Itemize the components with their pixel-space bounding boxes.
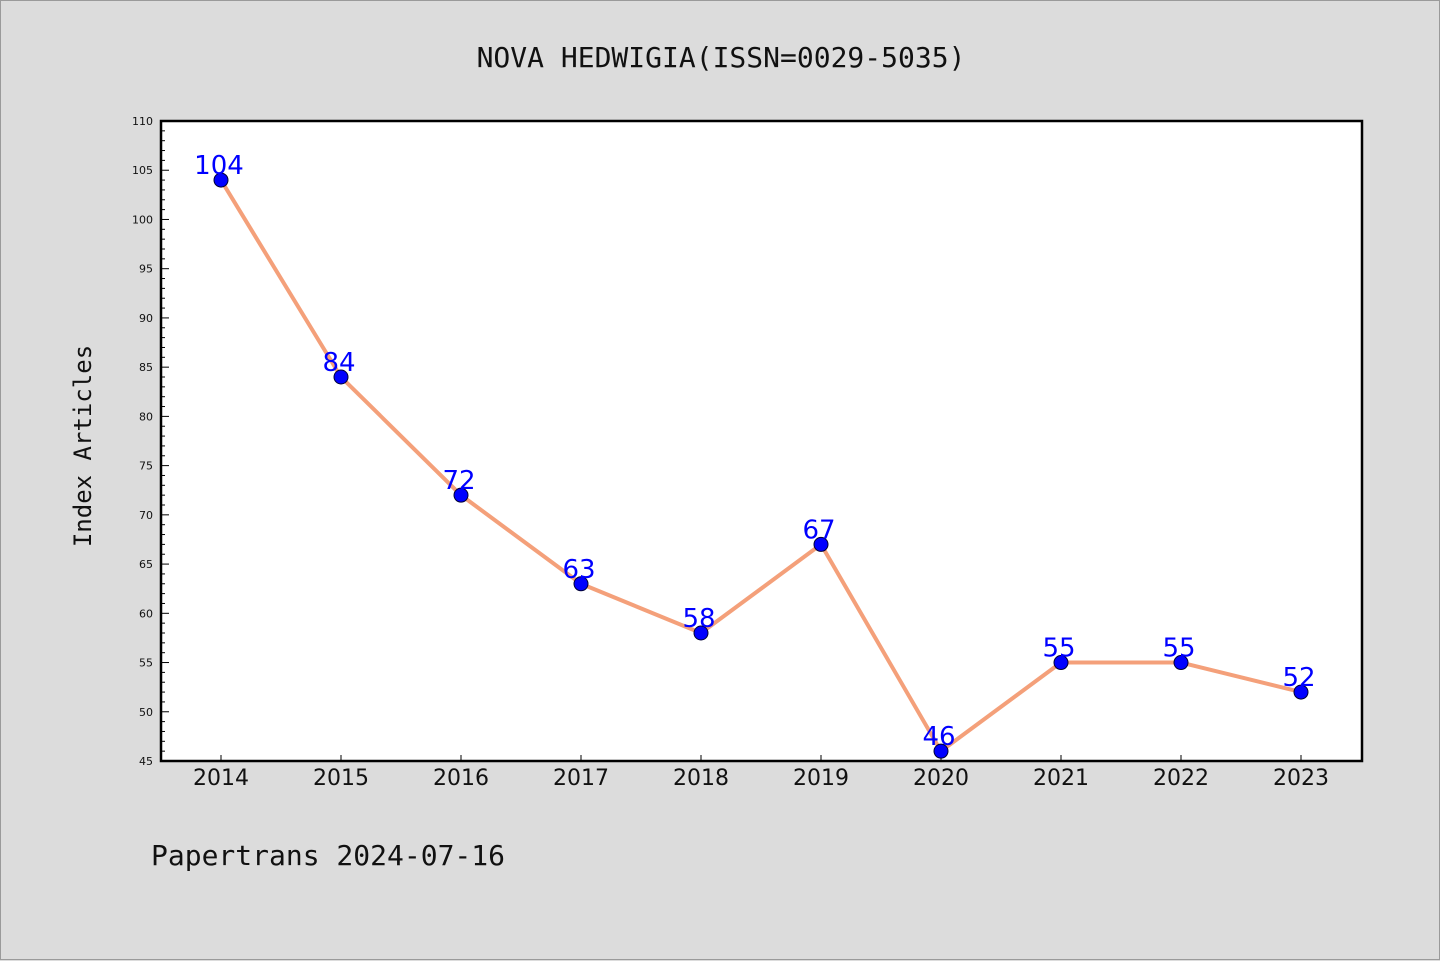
series-line — [219, 179, 1302, 754]
x-tick-label: 2022 — [1153, 766, 1209, 791]
x-tick-label: 2014 — [193, 766, 249, 791]
data-label: 55 — [1042, 634, 1075, 664]
data-label: 72 — [442, 466, 475, 496]
y-tick-label: 105 — [132, 164, 153, 177]
y-tick-label: 65 — [139, 558, 153, 571]
x-axis: 2014 2015 2016 2017 2018 2019 2020 2021 2022 2023 — [193, 755, 1329, 791]
data-label: 63 — [562, 555, 595, 585]
plot-area — [159, 119, 1364, 763]
y-tick-label: 110 — [132, 115, 153, 128]
y-tick-label: 45 — [139, 755, 153, 768]
data-label: 46 — [922, 722, 955, 752]
y-tick-label: 70 — [139, 509, 153, 522]
data-point — [1053, 655, 1069, 671]
data-point — [933, 743, 949, 759]
data-label: 84 — [322, 348, 355, 378]
chart-title: NOVA HEDWIGIA(ISSN=0029-5035) — [477, 41, 966, 74]
y-axis-label: Index Articles — [69, 345, 97, 547]
data-label: 104 — [194, 151, 244, 181]
y-tick-label: 85 — [139, 361, 153, 374]
data-point — [1173, 655, 1189, 671]
x-tick-label: 2017 — [553, 766, 609, 791]
y-tick-label: 50 — [139, 706, 153, 719]
data-label: 67 — [802, 515, 835, 545]
y-tick-label: 60 — [139, 607, 153, 620]
y-tick-label: 80 — [139, 410, 153, 423]
data-point — [813, 536, 829, 552]
y-axis: 45 50 55 60 65 70 75 80 85 90 95 100 105 110 — [132, 115, 169, 768]
y-tick-label: 55 — [139, 657, 153, 670]
y-tick-label: 90 — [139, 312, 153, 325]
x-tick-label: 2016 — [433, 766, 489, 791]
data-point — [573, 576, 589, 592]
data-labels: 104 84 72 63 58 67 46 55 55 52 — [194, 151, 1315, 752]
data-label: 52 — [1282, 663, 1315, 693]
y-tick-label: 100 — [132, 213, 153, 226]
data-points — [213, 172, 1309, 759]
x-tick-label: 2020 — [913, 766, 969, 791]
y-tick-label: 95 — [139, 263, 153, 276]
footer-credit: Papertrans 2024-07-16 — [151, 839, 505, 872]
x-tick-label: 2023 — [1273, 766, 1329, 791]
data-point — [333, 369, 349, 385]
data-point — [453, 487, 469, 503]
data-point — [1293, 684, 1309, 700]
data-point — [693, 625, 709, 641]
x-tick-label: 2018 — [673, 766, 729, 791]
data-point — [213, 172, 229, 188]
series-line-group — [219, 179, 1302, 754]
data-label: 55 — [1162, 634, 1195, 664]
x-tick-label: 2015 — [313, 766, 369, 791]
y-tick-label: 75 — [139, 460, 153, 473]
x-tick-label: 2019 — [793, 766, 849, 791]
x-tick-label: 2021 — [1033, 766, 1089, 791]
data-label: 58 — [682, 604, 715, 634]
